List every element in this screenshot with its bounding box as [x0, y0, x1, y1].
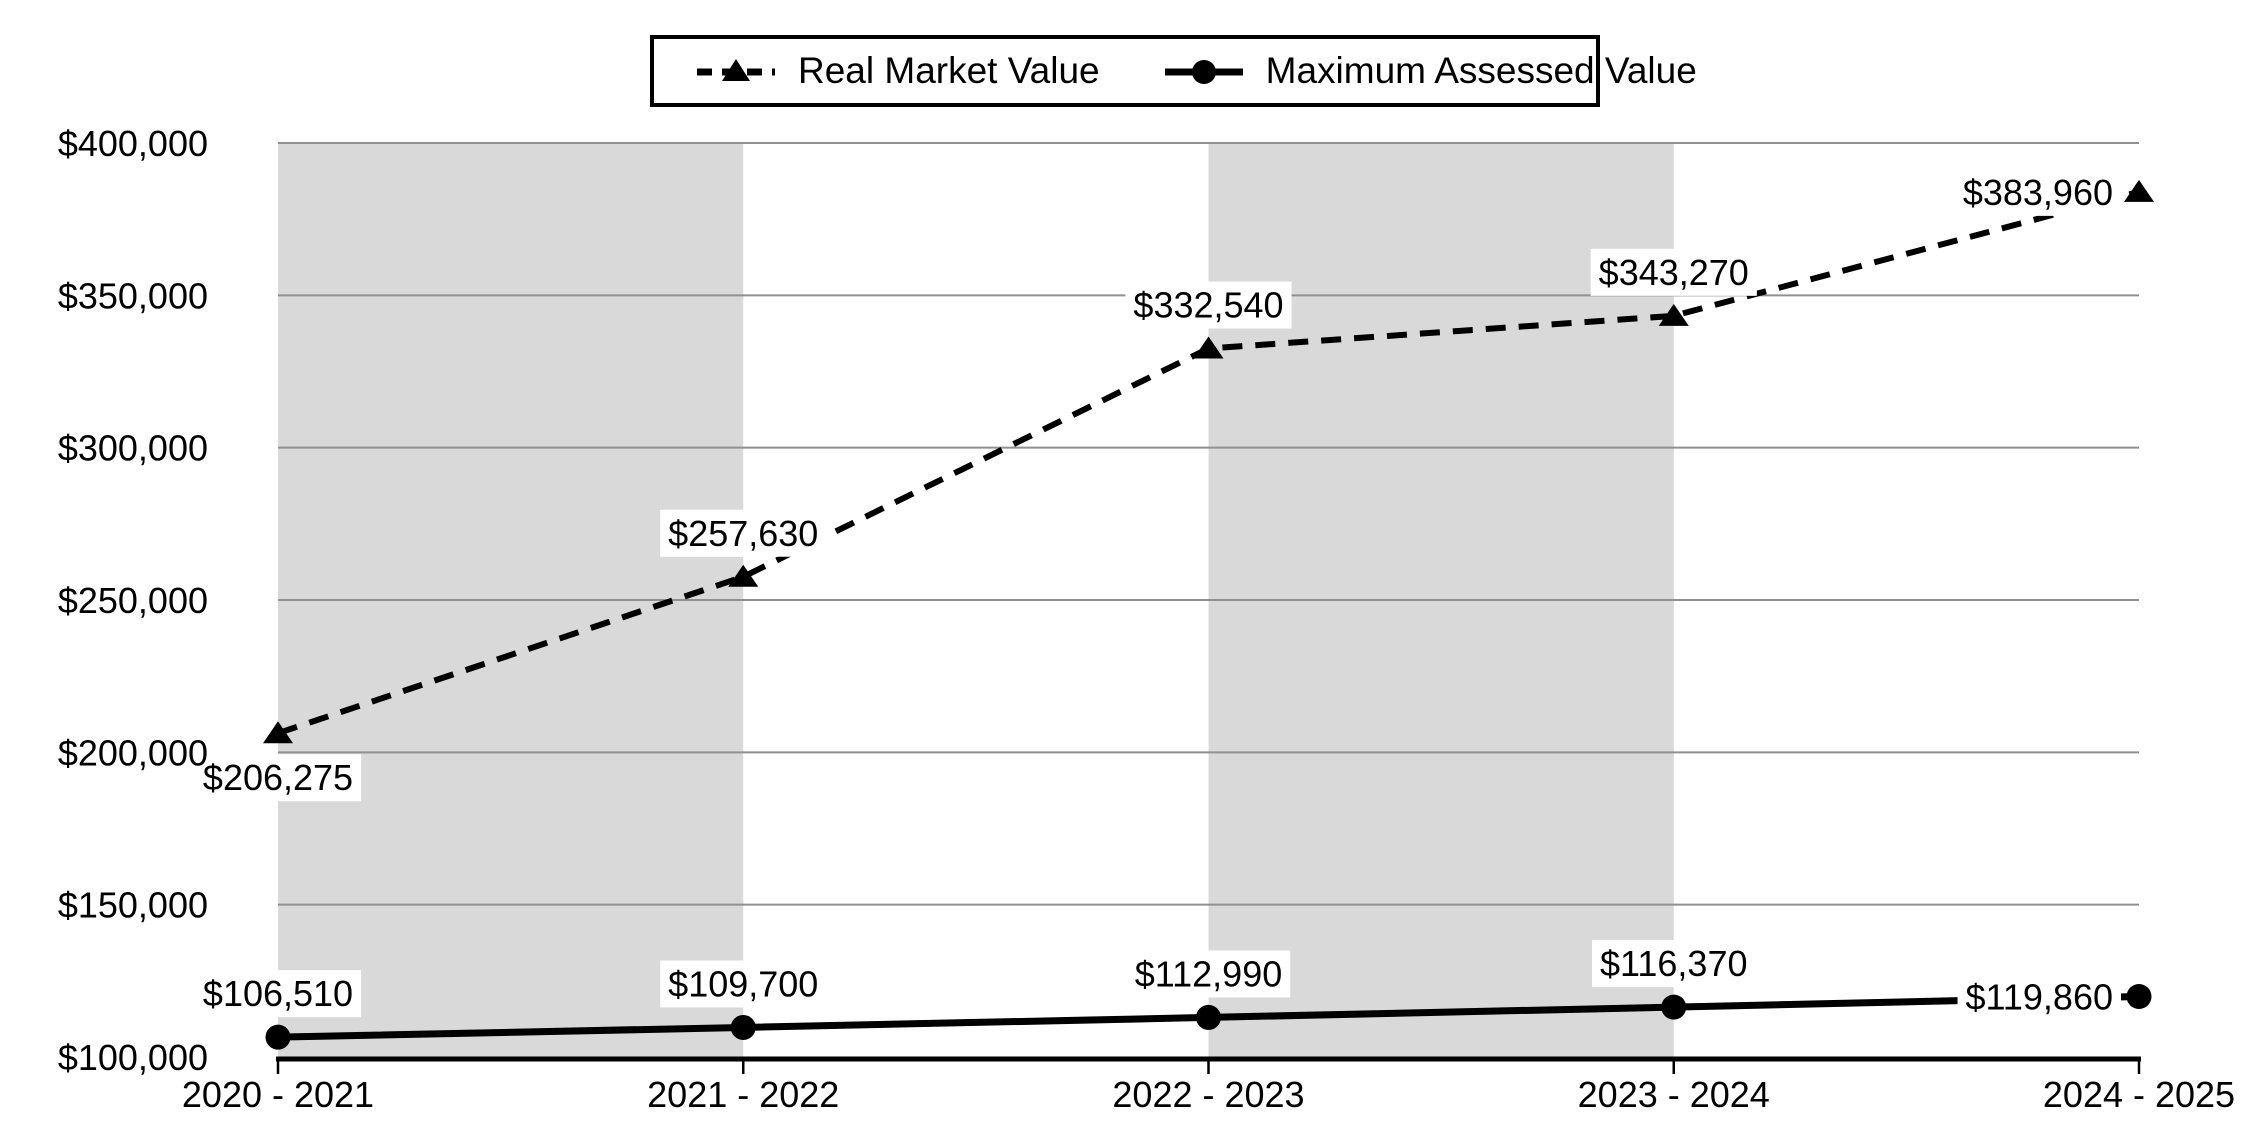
- marker-triangle: [2124, 179, 2154, 202]
- legend: Real Market Value Maximum Assessed Value: [650, 35, 1697, 107]
- x-tick-label: 2023 - 2024: [1578, 1074, 1770, 1115]
- data-label: $383,960: [1963, 172, 2113, 213]
- data-label-box: [194, 970, 362, 1018]
- legend-label-maximum-assessed-value: Maximum Assessed Value: [1265, 50, 1697, 91]
- marker-triangle: [728, 564, 759, 587]
- marker-circle: [1661, 994, 1687, 1020]
- dashed-line-triangle-marker-icon: [697, 59, 775, 81]
- y-tick-label: $150,000: [58, 885, 208, 926]
- y-tick-label: $200,000: [58, 732, 208, 773]
- legend-item-maximum-assessed-value: Maximum Assessed Value: [1164, 50, 1697, 92]
- data-label-box: [194, 754, 362, 802]
- data-label: $119,860: [1966, 976, 2113, 1017]
- y-tick-label: $350,000: [58, 275, 208, 316]
- marker-circle: [2126, 983, 2152, 1009]
- data-label-box: [1954, 168, 2121, 216]
- data-label-box: [660, 960, 827, 1008]
- marker-triangle: [1193, 336, 1224, 359]
- marker-triangle: [263, 721, 293, 744]
- data-label: $116,370: [1600, 943, 1747, 984]
- marker-circle: [1196, 1004, 1221, 1030]
- data-label: $109,700: [668, 963, 818, 1004]
- data-label: $332,540: [1133, 285, 1283, 326]
- y-tick-label: $400,000: [58, 123, 208, 164]
- y-tick-label: $250,000: [58, 580, 208, 621]
- y-tick-label: $100,000: [58, 1037, 208, 1078]
- marker-triangle: [1658, 303, 1689, 326]
- data-label: $257,630: [668, 513, 818, 554]
- y-tick-label: $300,000: [58, 428, 208, 469]
- data-label: $206,275: [203, 757, 353, 798]
- data-label-box: [660, 509, 827, 557]
- marker-circle: [265, 1024, 291, 1050]
- data-label-box: [1592, 940, 1756, 988]
- data-label-box: [1590, 248, 1757, 296]
- data-label-box: [1957, 973, 2121, 1021]
- data-label: $343,270: [1599, 252, 1749, 293]
- data-label-box: [1125, 281, 1292, 329]
- legend-label-real-market-value: Real Market Value: [798, 50, 1100, 91]
- x-tick-label: 2021 - 2022: [647, 1074, 839, 1115]
- solid-line-circle-marker-icon: [1164, 60, 1243, 84]
- x-tick-label: 2024 - 2025: [2043, 1074, 2235, 1115]
- x-tick-label: 2022 - 2023: [1112, 1074, 1304, 1115]
- legend-item-real-market-value: Real Market Value: [696, 50, 1100, 92]
- marker-circle: [730, 1014, 756, 1040]
- data-label: $106,510: [203, 973, 353, 1014]
- x-tick-label: 2020 - 2021: [182, 1074, 374, 1115]
- data-label: $112,990: [1135, 953, 1282, 994]
- data-label-box: [1126, 950, 1291, 998]
